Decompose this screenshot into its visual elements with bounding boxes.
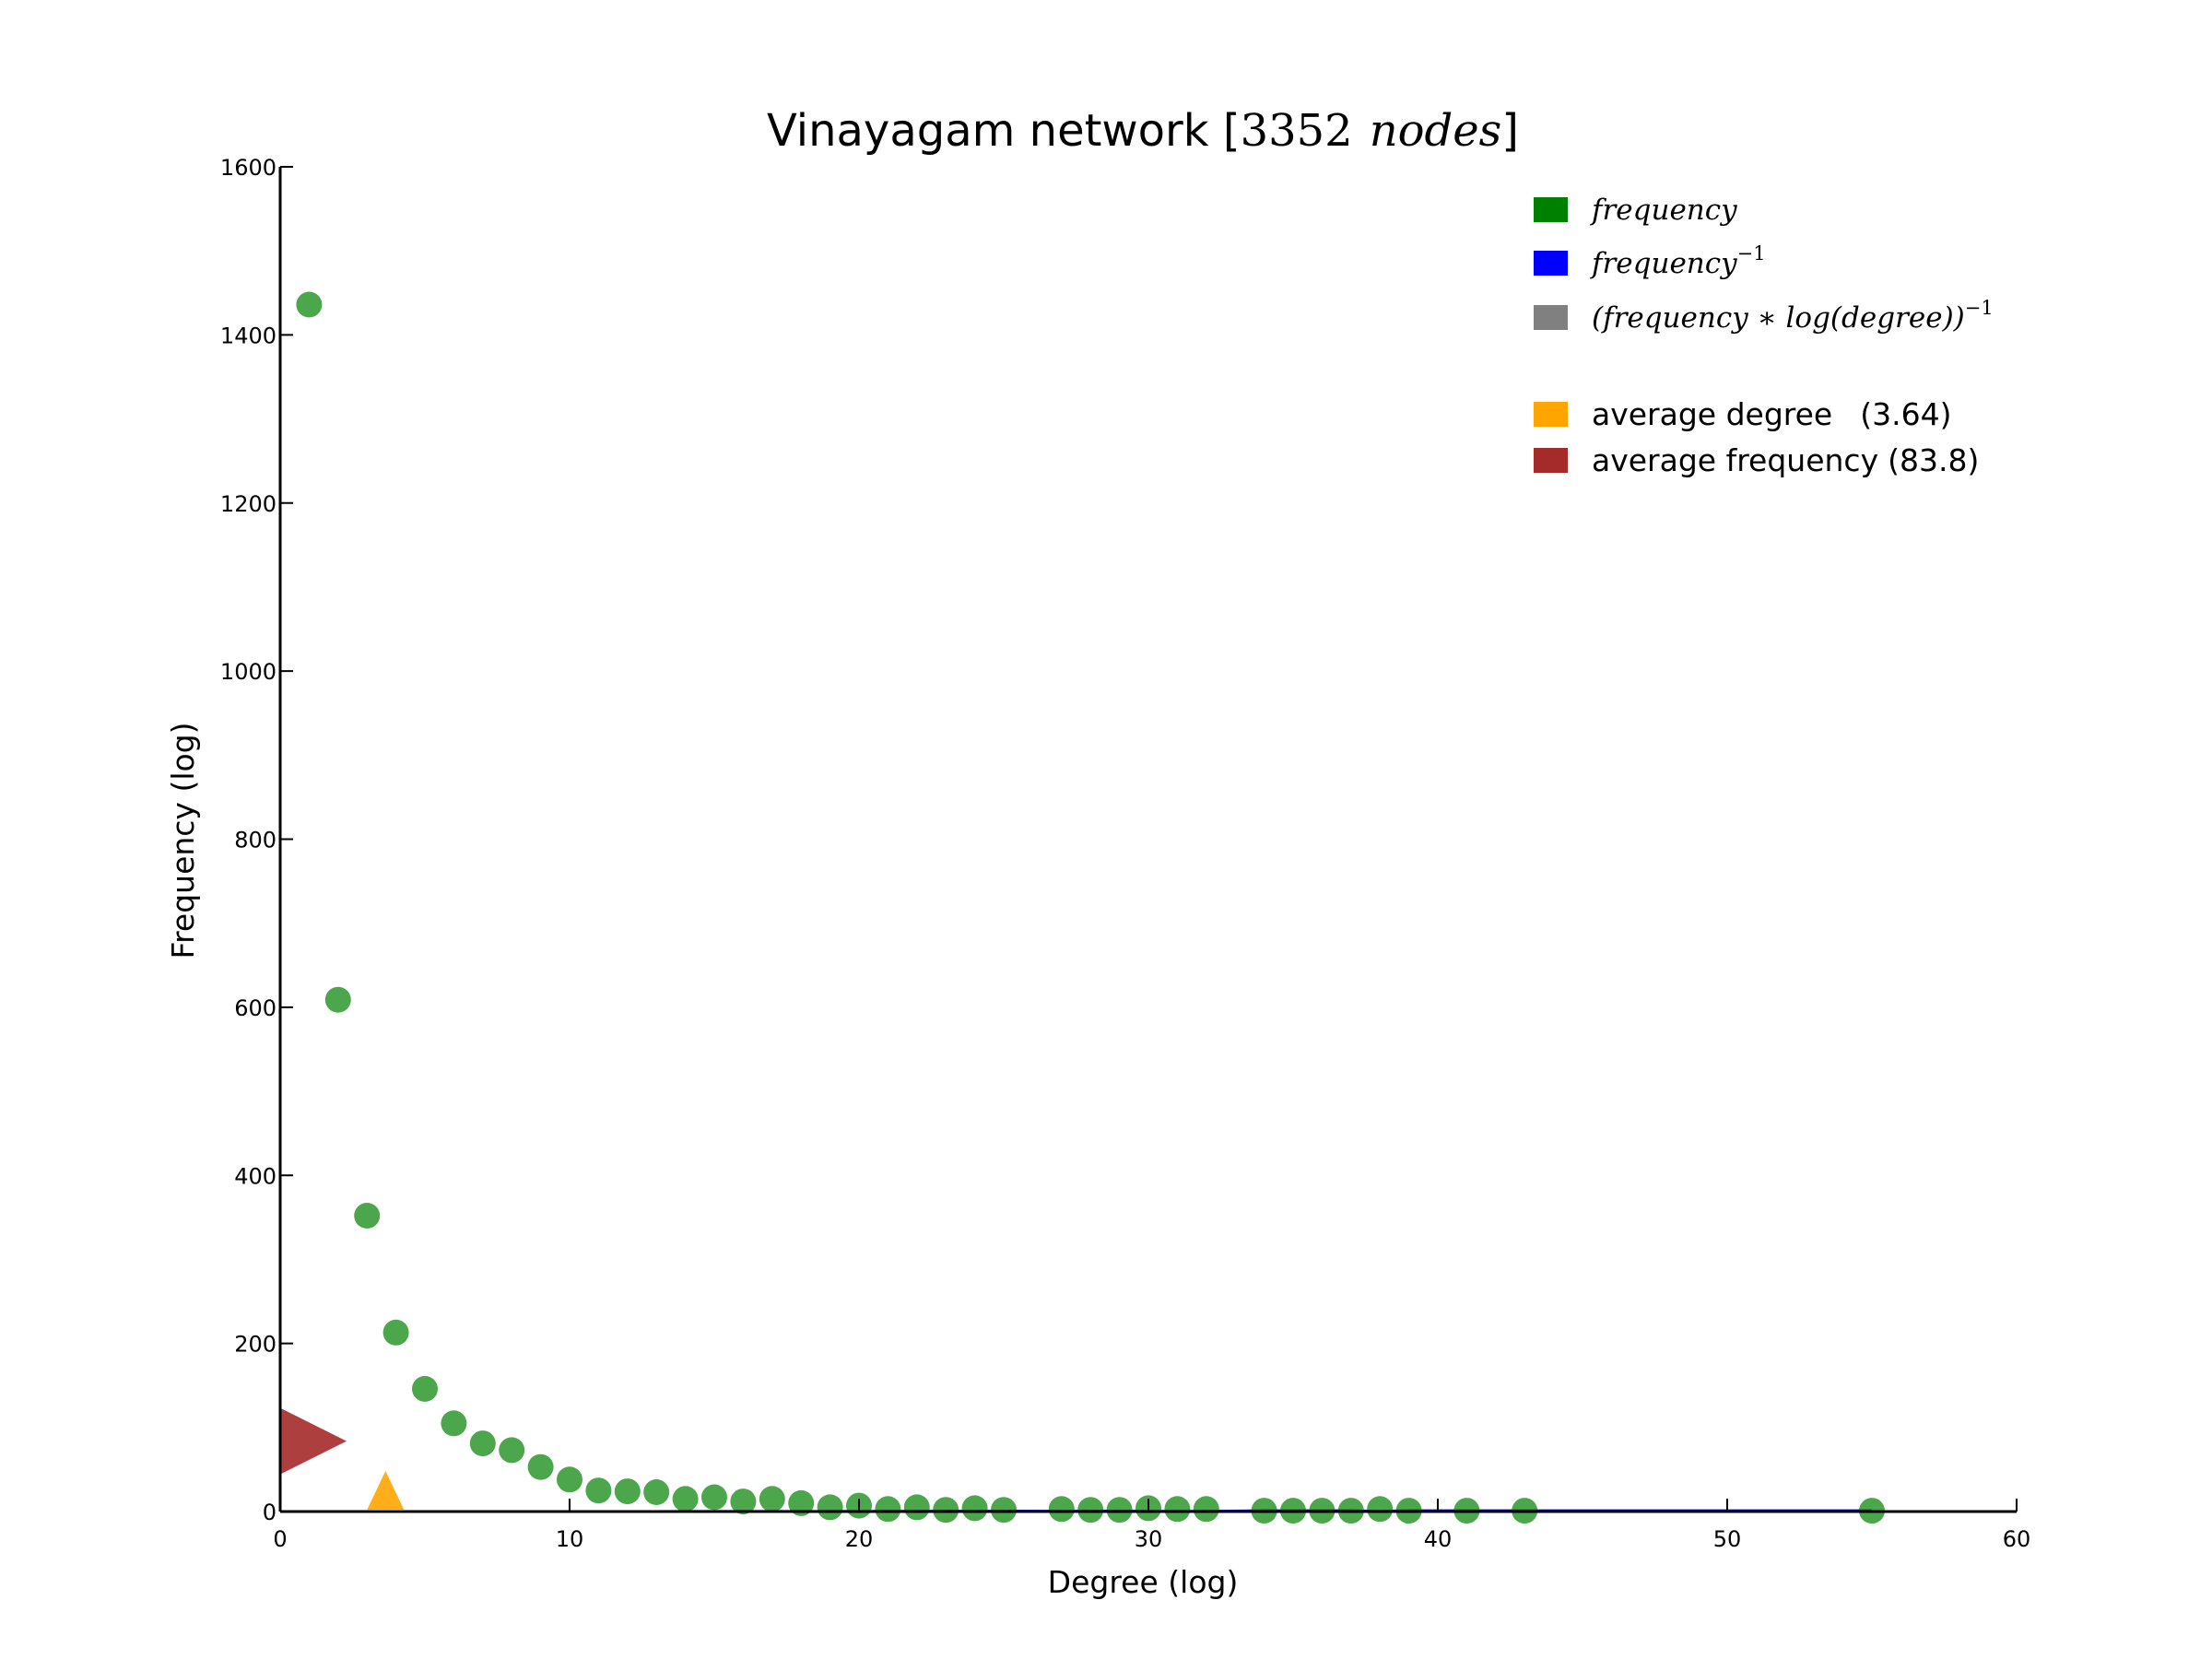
legend-label-average-degree-text: average degree xyxy=(1592,396,1832,432)
x-tick-label: 0 xyxy=(273,1526,287,1552)
x-tick-label: 50 xyxy=(1713,1526,1742,1552)
data-point xyxy=(557,1466,582,1493)
data-point xyxy=(499,1437,525,1464)
data-point xyxy=(1164,1496,1191,1523)
data-point xyxy=(875,1496,901,1523)
y-tick-label: 200 xyxy=(234,1332,276,1358)
x-tick-label: 40 xyxy=(1424,1526,1453,1552)
legend: frequency frequency−1 (frequency ∗ log(d… xyxy=(1534,194,1994,478)
data-point xyxy=(903,1494,930,1521)
data-point xyxy=(1048,1496,1075,1523)
data-point xyxy=(1106,1497,1133,1524)
chart-title: Vinayagam network [3352 nodes] xyxy=(767,105,1519,157)
y-tick-label: 800 xyxy=(234,828,276,853)
x-axis-label: Degree (log) xyxy=(1048,1564,1239,1600)
series-frequency xyxy=(296,291,1885,1524)
y-tick-label: 1400 xyxy=(220,323,276,348)
legend-label-average-frequency-value: (83.8) xyxy=(1888,442,1979,478)
x-tick-label: 20 xyxy=(845,1526,874,1552)
data-point xyxy=(759,1486,785,1512)
legend-label-average-frequency-text: average frequency xyxy=(1592,442,1878,478)
y-tick-label: 0 xyxy=(263,1500,276,1525)
legend-label-average-degree: average degree (3.64) xyxy=(1592,396,1951,432)
legend-swatch-frequency xyxy=(1534,197,1568,222)
data-point xyxy=(1193,1496,1219,1523)
legend-swatch-average-degree xyxy=(1534,402,1568,427)
data-point xyxy=(817,1494,843,1521)
legend-label-frequency-inverse-base: frequency xyxy=(1590,247,1737,280)
legend-label-frequency-inverse: frequency−1 xyxy=(1590,242,1766,280)
y-axis-label: Frequency (log) xyxy=(165,722,201,959)
legend-label-frequency-inverse-sup: −1 xyxy=(1737,242,1766,265)
legend-label-frequency-log-inverse-sup: −1 xyxy=(1965,297,1994,319)
y-tick-label: 1600 xyxy=(220,155,276,181)
x-tick-label: 10 xyxy=(556,1526,584,1552)
legend-label-average-degree-value: (3.64) xyxy=(1860,396,1951,432)
legend-label-average-frequency: average frequency (83.8) xyxy=(1592,442,1979,478)
data-point xyxy=(788,1489,815,1516)
chart-title-number: 3352 xyxy=(1241,105,1353,157)
y-tick-label: 400 xyxy=(234,1163,276,1189)
x-tick-label: 60 xyxy=(2003,1526,2031,1552)
x-tick-label: 30 xyxy=(1135,1526,1163,1552)
legend-label-frequency: frequency xyxy=(1590,194,1737,227)
legend-swatch-frequency-log-inverse xyxy=(1534,305,1568,330)
data-point xyxy=(933,1497,959,1524)
legend-swatch-average-frequency xyxy=(1534,448,1568,473)
y-tick-label: 1200 xyxy=(220,491,276,517)
data-point xyxy=(961,1495,988,1522)
average-markers xyxy=(280,1407,405,1510)
data-point xyxy=(412,1375,438,1402)
data-point xyxy=(614,1478,641,1505)
data-point xyxy=(730,1488,757,1515)
data-point xyxy=(585,1477,612,1504)
data-point xyxy=(991,1497,1017,1524)
data-point xyxy=(1367,1496,1394,1523)
x-axis-ticks: 0 10 20 30 40 50 60 xyxy=(273,1499,2030,1552)
axes xyxy=(278,167,2017,1513)
chart-title-text: Vinayagam network [ xyxy=(767,105,1241,157)
y-axis-ticks: 0 200 400 600 800 1000 1200 1400 1600 xyxy=(220,155,293,1525)
data-point xyxy=(354,1203,381,1229)
data-point xyxy=(527,1453,554,1480)
y-tick-label: 600 xyxy=(234,995,276,1021)
average-degree-marker xyxy=(367,1471,405,1510)
legend-label-frequency-log-inverse-base: (frequency ∗ log(degree)) xyxy=(1592,301,1965,335)
data-point xyxy=(296,291,323,318)
legend-label-frequency-log-inverse: (frequency ∗ log(degree))−1 xyxy=(1592,297,1994,335)
average-frequency-marker xyxy=(280,1407,347,1475)
data-point xyxy=(1077,1497,1104,1524)
chart-title-word: nodes xyxy=(1370,105,1502,157)
data-point xyxy=(469,1430,496,1457)
legend-label-frequency-base: frequency xyxy=(1590,194,1737,227)
data-point xyxy=(643,1479,670,1505)
data-point xyxy=(382,1319,409,1346)
y-tick-label: 1000 xyxy=(220,659,276,685)
data-point xyxy=(324,986,351,1013)
data-point xyxy=(701,1484,727,1511)
chart-title-close: ] xyxy=(1501,105,1519,157)
data-point xyxy=(672,1486,699,1512)
data-point xyxy=(441,1410,467,1437)
legend-swatch-frequency-inverse xyxy=(1534,251,1568,276)
